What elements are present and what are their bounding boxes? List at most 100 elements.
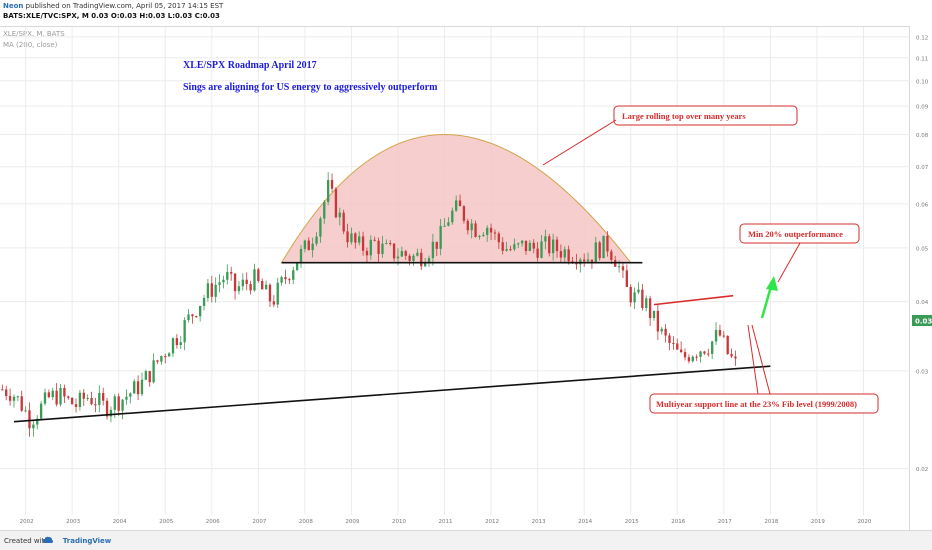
candle[interactable] [691, 355, 694, 363]
candle[interactable] [202, 294, 206, 311]
candle[interactable] [652, 310, 656, 321]
candle[interactable] [94, 397, 97, 413]
candle[interactable] [78, 389, 82, 411]
candle[interactable] [24, 406, 27, 413]
multiyear-support[interactable] [13, 365, 771, 423]
candle[interactable] [179, 335, 182, 349]
candle[interactable] [625, 264, 629, 288]
candle[interactable] [334, 186, 338, 219]
candle[interactable] [191, 313, 194, 324]
candle[interactable] [47, 389, 51, 399]
candle[interactable] [699, 350, 702, 363]
candle[interactable] [358, 231, 361, 246]
candle[interactable] [447, 217, 450, 227]
candle[interactable] [524, 240, 528, 255]
candle[interactable] [152, 353, 155, 384]
candle[interactable] [264, 280, 268, 290]
candle[interactable] [590, 259, 594, 269]
candle[interactable] [532, 239, 535, 254]
candle[interactable] [222, 275, 225, 289]
tradingview-brand[interactable]: TradingView [62, 537, 112, 545]
price-chart[interactable]: 0.02 0.03 0.04 0.05 0.06 0.07 0.08 0.09 0.10 0.11… [0, 0, 932, 530]
candle[interactable] [687, 354, 691, 364]
candle[interactable] [602, 235, 605, 259]
candle[interactable] [540, 235, 543, 259]
candle[interactable] [369, 235, 372, 260]
candle[interactable] [156, 359, 159, 365]
candle[interactable] [136, 375, 140, 401]
candle[interactable] [656, 303, 660, 340]
candle[interactable] [610, 249, 613, 265]
candle[interactable] [280, 275, 283, 286]
target-line[interactable] [653, 294, 734, 306]
candle[interactable] [555, 236, 559, 258]
candle[interactable] [144, 369, 148, 381]
candle[interactable] [257, 267, 260, 283]
candle[interactable] [509, 245, 512, 252]
candle[interactable] [392, 243, 396, 262]
candle[interactable] [583, 253, 586, 267]
candle[interactable] [373, 236, 376, 242]
candle[interactable] [621, 263, 625, 278]
candle[interactable] [198, 305, 202, 322]
candle[interactable] [39, 401, 43, 421]
candle[interactable] [51, 387, 54, 401]
candle[interactable] [520, 240, 524, 247]
candle[interactable] [319, 216, 322, 243]
candle[interactable] [536, 242, 539, 262]
candle[interactable] [218, 274, 221, 293]
candle[interactable] [664, 324, 667, 343]
candle[interactable] [245, 272, 248, 291]
candle[interactable] [86, 394, 89, 401]
candle[interactable] [121, 398, 124, 420]
candle[interactable] [214, 277, 217, 303]
candle[interactable] [98, 385, 101, 413]
candle[interactable] [326, 172, 330, 206]
candle[interactable] [323, 199, 326, 224]
candle[interactable] [117, 393, 120, 416]
author-link[interactable]: Neon [3, 2, 24, 10]
candle[interactable] [586, 252, 590, 263]
candle[interactable] [377, 237, 380, 262]
candle[interactable] [718, 324, 722, 337]
candle[interactable] [606, 231, 609, 257]
candle[interactable] [36, 415, 39, 430]
callout-top[interactable]: Large rolling top over many years [542, 105, 798, 166]
candle[interactable] [148, 370, 151, 387]
candle[interactable] [579, 257, 582, 273]
candle[interactable] [175, 334, 179, 349]
candle[interactable] [400, 246, 404, 257]
candle[interactable] [637, 282, 640, 295]
candle[interactable] [544, 229, 547, 250]
callout-min[interactable]: Min 20% outperformance [739, 223, 860, 283]
candle[interactable] [303, 239, 307, 253]
candle[interactable] [241, 273, 244, 291]
candle[interactable] [466, 218, 469, 235]
candle[interactable] [268, 283, 272, 307]
candle[interactable] [330, 173, 334, 193]
candle[interactable] [703, 350, 706, 355]
candle[interactable] [478, 234, 481, 240]
candle[interactable] [311, 237, 314, 258]
candle[interactable] [295, 262, 299, 271]
indicator-legend[interactable]: MA (200, close) [3, 41, 58, 49]
candle[interactable] [129, 392, 132, 404]
candle[interactable] [443, 218, 446, 227]
candle[interactable] [455, 195, 458, 212]
candle[interactable] [486, 225, 489, 242]
candle[interactable] [439, 218, 442, 256]
candle[interactable] [187, 309, 190, 323]
candle[interactable] [501, 237, 504, 255]
candle[interactable] [722, 331, 725, 338]
candle[interactable] [32, 420, 35, 437]
candle[interactable] [354, 232, 357, 249]
candle[interactable] [74, 398, 78, 413]
candle[interactable] [361, 231, 365, 256]
candle[interactable] [365, 247, 369, 263]
candle[interactable] [493, 229, 497, 240]
candle[interactable] [629, 284, 632, 307]
candle[interactable] [679, 341, 683, 354]
candle[interactable] [563, 246, 566, 263]
candle[interactable] [253, 263, 256, 292]
candle[interactable] [416, 248, 419, 257]
